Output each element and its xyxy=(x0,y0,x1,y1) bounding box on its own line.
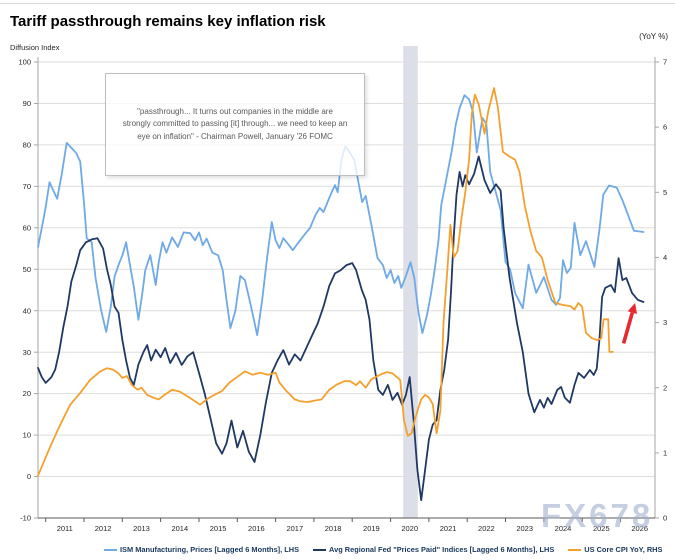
axis-tick-label: 70 xyxy=(23,182,31,191)
legend-swatch xyxy=(313,548,327,551)
axis-tick-label: 80 xyxy=(23,141,31,150)
axis-tick-label: 2023 xyxy=(516,524,533,533)
axis-tick-label: 2019 xyxy=(363,524,380,533)
axis-tick-label: 2 xyxy=(663,383,667,392)
axis-tick-label: 60 xyxy=(23,223,31,232)
axis-tick-label: 2020 xyxy=(401,524,418,533)
page-title: Tariff passthrough remains key inflation… xyxy=(10,13,326,30)
legend-label: ISM Manufacturing, Prices [Lagged 6 Mont… xyxy=(120,545,300,554)
axis-tick-label: 40 xyxy=(23,306,31,315)
axis-tick-label: 2012 xyxy=(95,524,112,533)
axis-tick-label: 2017 xyxy=(286,524,303,533)
axis-tick-label: 50 xyxy=(23,265,31,274)
axis-tick-label: 7 xyxy=(663,58,667,67)
top-divider xyxy=(0,3,675,4)
axis-tick-label: 3 xyxy=(663,318,667,327)
legend-item-2: Avg Regional Fed "Prices Paid" Indices [… xyxy=(313,545,554,554)
axis-tick-label: 0 xyxy=(27,472,31,481)
right-axis-unit-label: (YoY %) xyxy=(639,32,668,41)
axis-tick-label: 4 xyxy=(663,253,667,262)
series-line-3 xyxy=(37,87,614,477)
legend-swatch xyxy=(104,548,117,551)
axis-tick-label: 2018 xyxy=(325,524,342,533)
axis-tick-label: 0 xyxy=(663,514,667,523)
legend-item-3: US Core CPI YoY, RHS xyxy=(568,545,662,554)
series-line-1 xyxy=(37,94,645,337)
legend-swatch xyxy=(568,548,582,551)
powell-quote-text: "passthrough... It turns out companies i… xyxy=(122,106,348,141)
annotation-arrow-head xyxy=(627,303,637,314)
axis-tick-label: 5 xyxy=(663,188,667,197)
axis-tick-label: 2013 xyxy=(133,524,150,533)
axis-tick-label: 10 xyxy=(23,431,31,440)
axis-tick-label: -10 xyxy=(20,514,31,523)
axis-tick-label: 20 xyxy=(23,389,31,398)
powell-quote-box: "passthrough... It turns out companies i… xyxy=(105,73,365,176)
axis-tick-label: 2022 xyxy=(478,524,495,533)
axis-tick-label: 2021 xyxy=(440,524,457,533)
left-axis-unit-label: Diffusion Index xyxy=(10,43,60,52)
series-line-2 xyxy=(37,155,645,502)
legend-item-1: ISM Manufacturing, Prices [Lagged 6 Mont… xyxy=(104,545,299,554)
axis-tick-label: 30 xyxy=(23,348,31,357)
axis-tick-label: 2015 xyxy=(210,524,227,533)
recession-band xyxy=(403,46,418,518)
axis-tick-label: 100 xyxy=(18,58,31,67)
axis-tick-label: 1 xyxy=(663,449,667,458)
axis-tick-label: 2016 xyxy=(248,524,265,533)
axis-tick-label: 2024 xyxy=(555,524,572,533)
axis-tick-label: 2025 xyxy=(593,524,610,533)
annotation-arrow-shaft xyxy=(621,312,635,344)
axis-tick-label: 2026 xyxy=(631,524,648,533)
legend-label: Avg Regional Fed "Prices Paid" Indices [… xyxy=(329,545,555,554)
axis-tick-label: 2014 xyxy=(171,524,188,533)
axis-tick-label: 6 xyxy=(663,123,667,132)
axis-tick-label: 2011 xyxy=(57,524,73,533)
legend-label: US Core CPI YoY, RHS xyxy=(584,545,663,554)
legend: ISM Manufacturing, Prices [Lagged 6 Mont… xyxy=(104,545,662,554)
axis-tick-label: 90 xyxy=(23,99,31,108)
